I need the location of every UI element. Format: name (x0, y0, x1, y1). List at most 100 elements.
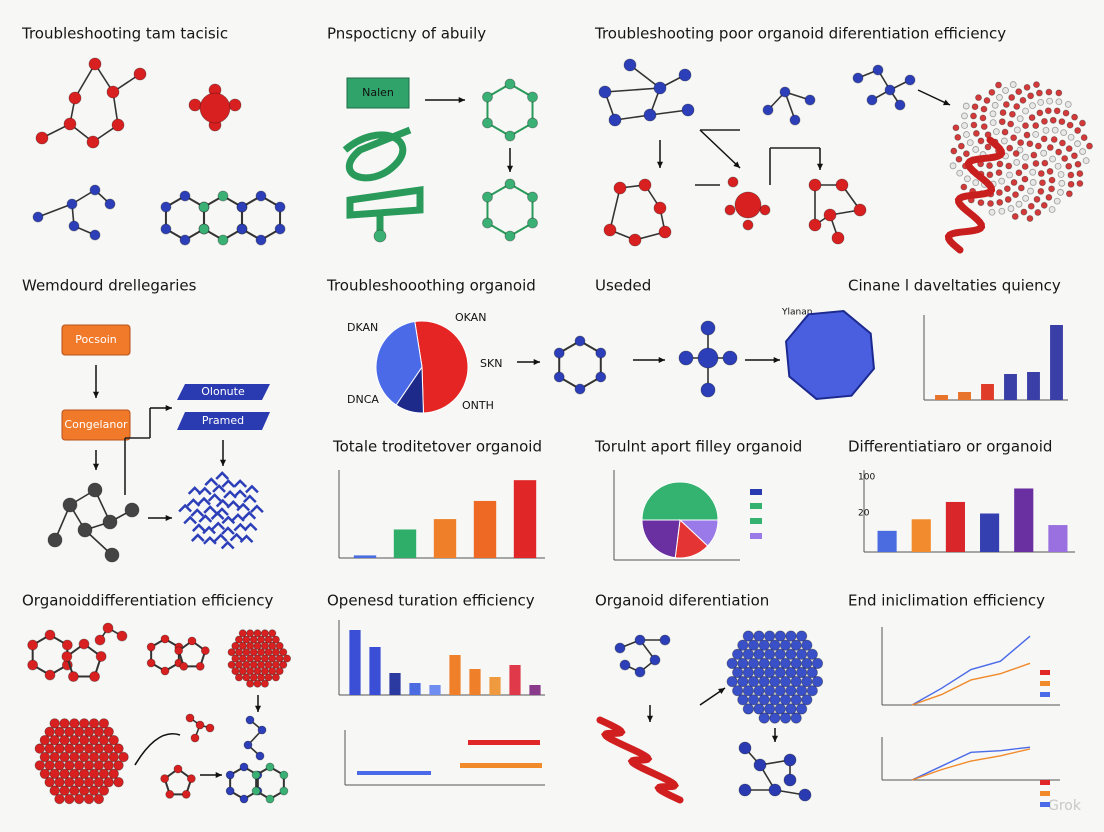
atom (789, 114, 801, 126)
atom (1029, 168, 1037, 176)
atom (1067, 180, 1075, 188)
arrow-head (733, 161, 740, 168)
atom (83, 777, 95, 788)
atom (783, 753, 797, 767)
atom (78, 785, 90, 796)
atom (989, 119, 997, 127)
atom (238, 641, 247, 650)
atom (160, 666, 170, 676)
connector (649, 109, 689, 116)
ribbon (233, 479, 248, 488)
bar (389, 673, 401, 695)
bar (981, 384, 994, 400)
atom (1002, 101, 1010, 108)
atom (73, 777, 85, 788)
label-box (61, 324, 131, 356)
atom (255, 234, 267, 246)
atom (638, 178, 652, 192)
atom (1027, 92, 1035, 100)
atom (961, 112, 968, 120)
atom (1017, 184, 1025, 192)
atom (961, 122, 968, 129)
atom (265, 794, 275, 804)
atom (801, 657, 813, 670)
atom (747, 639, 760, 651)
atom (553, 371, 565, 383)
atom (957, 142, 965, 150)
atom (987, 200, 994, 207)
ribbon (245, 484, 259, 494)
atom (649, 654, 661, 666)
atom (738, 741, 752, 755)
atom (1057, 171, 1065, 178)
atom (1074, 127, 1082, 134)
atom (69, 751, 80, 763)
arrow-head (718, 688, 725, 695)
atom (283, 654, 292, 663)
atom (279, 770, 289, 780)
atom (998, 118, 1006, 126)
segment (357, 771, 431, 775)
pie-label: DNCA (347, 393, 379, 406)
connector (609, 187, 621, 231)
atom (243, 740, 253, 750)
atom (34, 760, 46, 771)
atom (971, 103, 979, 111)
atom (62, 497, 78, 513)
atom (1066, 121, 1074, 129)
atom (1017, 139, 1025, 147)
atom (738, 783, 752, 797)
atom (255, 751, 265, 761)
atom (1015, 169, 1023, 177)
atom (1074, 160, 1082, 168)
atom (260, 679, 269, 688)
box-label: Olonute (201, 385, 245, 398)
atom (1036, 89, 1043, 97)
ribbon (197, 496, 211, 506)
atom (769, 675, 781, 688)
atom (1048, 185, 1055, 193)
ribbon (186, 498, 201, 507)
atom (1008, 110, 1016, 118)
atom (257, 648, 266, 657)
arrow-head (165, 404, 172, 412)
atom (980, 105, 988, 113)
atom (1067, 171, 1075, 179)
atom (1040, 135, 1048, 143)
atom (173, 764, 183, 774)
atom (103, 777, 114, 788)
ribbon (221, 479, 236, 488)
atom (93, 777, 105, 788)
ribbon (202, 525, 216, 535)
atom (88, 768, 100, 780)
atom (59, 718, 70, 729)
atom (108, 751, 119, 763)
bar (449, 655, 461, 695)
arrow-head (92, 463, 100, 470)
series-line (911, 635, 1031, 706)
bar (1027, 372, 1040, 400)
atom (253, 641, 262, 650)
atom (217, 234, 229, 246)
atom (742, 703, 754, 715)
atom (253, 629, 262, 638)
atom (44, 669, 56, 681)
atom (54, 726, 65, 738)
atom (279, 786, 289, 796)
atom (249, 635, 258, 644)
ribbon (190, 508, 205, 517)
atom (49, 735, 60, 746)
atom (94, 634, 106, 646)
atom (785, 630, 797, 642)
atom (264, 648, 273, 657)
atom (54, 760, 65, 771)
connector (629, 64, 661, 89)
atom (1065, 145, 1073, 153)
atom (1016, 115, 1024, 123)
atom (83, 760, 95, 771)
atom (88, 57, 102, 71)
atom (271, 673, 280, 682)
atom (952, 124, 960, 132)
atom (774, 685, 786, 697)
atom (753, 758, 767, 772)
